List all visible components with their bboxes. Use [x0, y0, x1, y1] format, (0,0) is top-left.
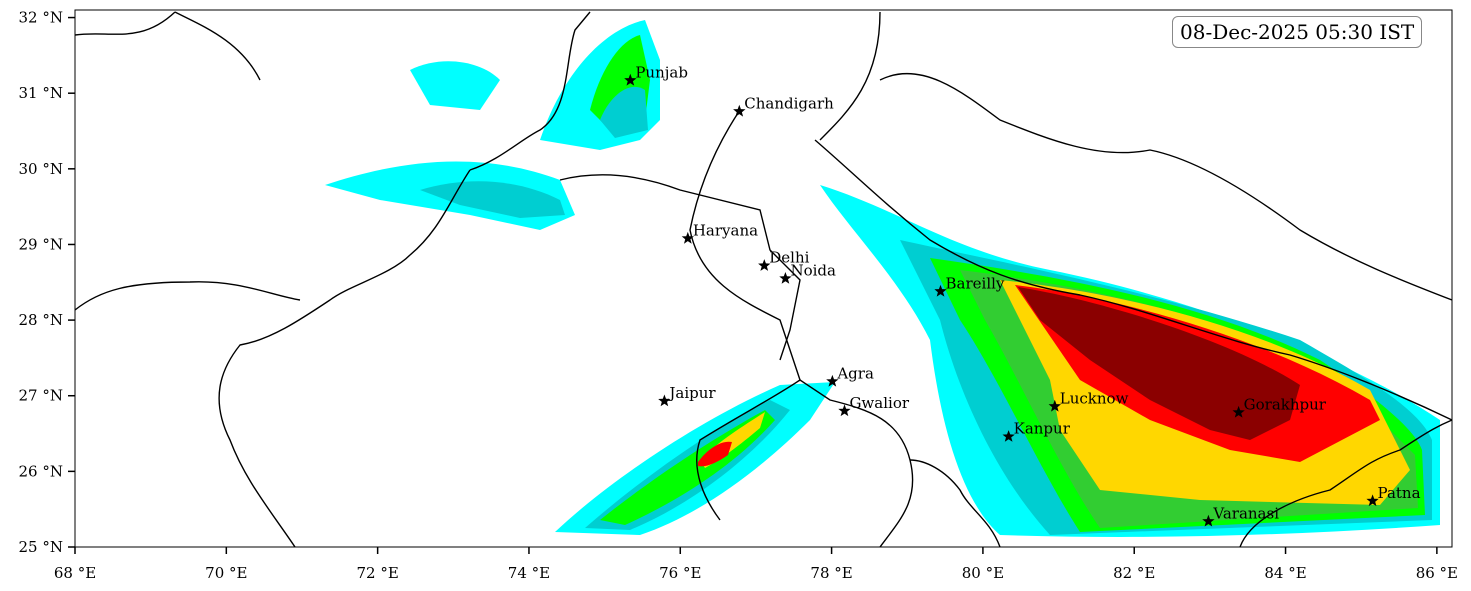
rain-field	[325, 20, 1440, 537]
y-tick-label: 32 °N	[19, 9, 63, 27]
x-tick-label: 74 °E	[508, 564, 550, 582]
city-label: Haryana	[693, 221, 758, 239]
city-label: Chandigarh	[744, 94, 834, 112]
x-tick-label: 86 °E	[1416, 564, 1458, 582]
x-tick-label: 72 °E	[356, 564, 398, 582]
state-border	[909, 459, 1001, 547]
city-marker	[838, 404, 851, 417]
city-marker	[779, 272, 792, 284]
city-marker	[934, 284, 947, 297]
y-tick-label: 31 °N	[19, 84, 63, 102]
rain-light	[410, 61, 500, 110]
city-marker	[733, 104, 746, 117]
city-marker	[1048, 399, 1061, 412]
country-border	[75, 281, 301, 311]
city-marker	[758, 259, 771, 271]
rain-light-2	[420, 181, 565, 218]
country-border	[814, 139, 1452, 421]
city-label: Delhi	[769, 249, 809, 267]
x-tick-label: 82 °E	[1113, 564, 1155, 582]
rain-light-2	[600, 86, 648, 138]
city-label: Patna	[1378, 484, 1421, 502]
x-tick-label: 68 °E	[54, 564, 96, 582]
state-border	[559, 174, 801, 361]
city-marker	[624, 73, 637, 86]
y-tick-label: 26 °N	[19, 462, 63, 480]
x-tick-label: 84 °E	[1264, 564, 1306, 582]
city-label: Kanpur	[1014, 420, 1071, 438]
plot-frame	[74, 9, 1453, 548]
x-tick-label: 70 °E	[205, 564, 247, 582]
city-label: Punjab	[635, 63, 688, 81]
y-tick-label: 27 °N	[19, 387, 63, 405]
city-marker	[1366, 494, 1379, 507]
country-border	[218, 169, 471, 547]
state-border	[1239, 419, 1452, 547]
y-tick-label: 29 °N	[19, 235, 63, 253]
rain-very-heavy	[698, 441, 732, 467]
y-tick-label: 30 °N	[19, 160, 63, 178]
country-border	[819, 11, 1452, 301]
city-label: Gwalior	[849, 394, 909, 412]
borders	[75, 11, 1452, 547]
city-marker	[1232, 405, 1245, 418]
city-marker	[1002, 430, 1015, 442]
state-border	[689, 109, 801, 521]
city-marker	[826, 374, 839, 387]
country-border	[469, 11, 591, 171]
city-label: Gorakhpur	[1244, 395, 1327, 413]
city-label: Bareilly	[946, 274, 1005, 292]
timestamp: 08-Dec-2025 05:30 IST	[1172, 16, 1423, 48]
city-label: Noida	[790, 262, 836, 280]
city-label: Agra	[836, 364, 874, 382]
x-tick-label: 76 °E	[659, 564, 701, 582]
x-tick-label: 78 °E	[810, 564, 852, 582]
city-label: Lucknow	[1060, 389, 1129, 407]
state-border	[799, 379, 914, 547]
city-label: Varanasi	[1212, 504, 1279, 522]
city-label: Jaipur	[667, 384, 716, 402]
rain-extreme	[1018, 287, 1300, 440]
city-marker	[658, 394, 671, 407]
y-tick-label: 25 °N	[19, 538, 63, 556]
x-tick-label: 80 °E	[962, 564, 1004, 582]
city-marker	[681, 231, 694, 244]
y-tick-label: 28 °N	[19, 311, 63, 329]
country-border	[75, 11, 261, 81]
city-marker	[1202, 514, 1215, 527]
